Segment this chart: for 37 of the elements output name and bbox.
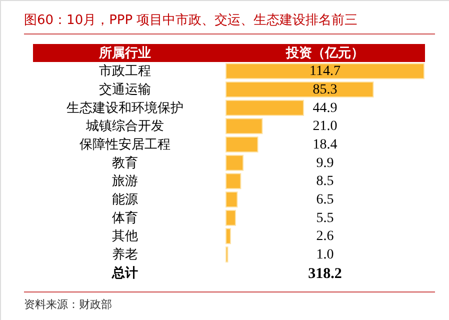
text: 总计 <box>111 264 138 281</box>
chart-title: 图60：10月，PPP 项目中市政、交运、生态建设排名前三 <box>24 12 358 28</box>
data-label: 2.6 <box>316 229 334 244</box>
y-tick-label: 教育 <box>112 154 138 171</box>
bar <box>226 81 374 98</box>
x-axis-title: 投资（亿元） <box>285 46 364 61</box>
bar <box>226 191 238 208</box>
bar <box>226 228 231 244</box>
bar <box>226 136 258 153</box>
y-tick-label: 体育 <box>112 210 138 226</box>
bar <box>226 154 244 171</box>
y-tick-label: 能源 <box>112 192 138 208</box>
text: 资料来源：财政部 <box>24 298 112 311</box>
data-label: 1.0 <box>316 248 334 262</box>
y-tick-label: 其他 <box>112 229 138 244</box>
data-label: 8.5 <box>316 174 334 190</box>
bar <box>226 173 242 190</box>
y-axis-title: 所属行业 <box>98 45 151 61</box>
data-label: 85.3 <box>312 82 338 98</box>
data-label: 6.5 <box>316 192 334 208</box>
bar <box>226 100 304 116</box>
data-label: 18.4 <box>312 138 338 152</box>
bar <box>226 210 236 226</box>
y-tick-label: 保障性安居工程 <box>80 136 170 152</box>
data-label: 5.5 <box>316 210 334 226</box>
y-tick-label: 交通运输 <box>99 82 151 98</box>
y-tick-label: 养老 <box>112 246 138 262</box>
data-label: 44.9 <box>312 100 338 116</box>
data-label: 9.9 <box>316 156 334 171</box>
bar <box>226 118 263 134</box>
data-label: 21.0 <box>312 119 338 134</box>
y-tick-label: 旅游 <box>112 174 138 190</box>
data-label: 114.7 <box>310 64 340 80</box>
y-tick-label: 市政工程 <box>99 64 151 80</box>
y-tick-label: 生态建设和环境保护 <box>66 100 184 116</box>
text: 318.2 <box>308 266 342 282</box>
y-tick-label: 城镇综合开发 <box>85 119 164 134</box>
